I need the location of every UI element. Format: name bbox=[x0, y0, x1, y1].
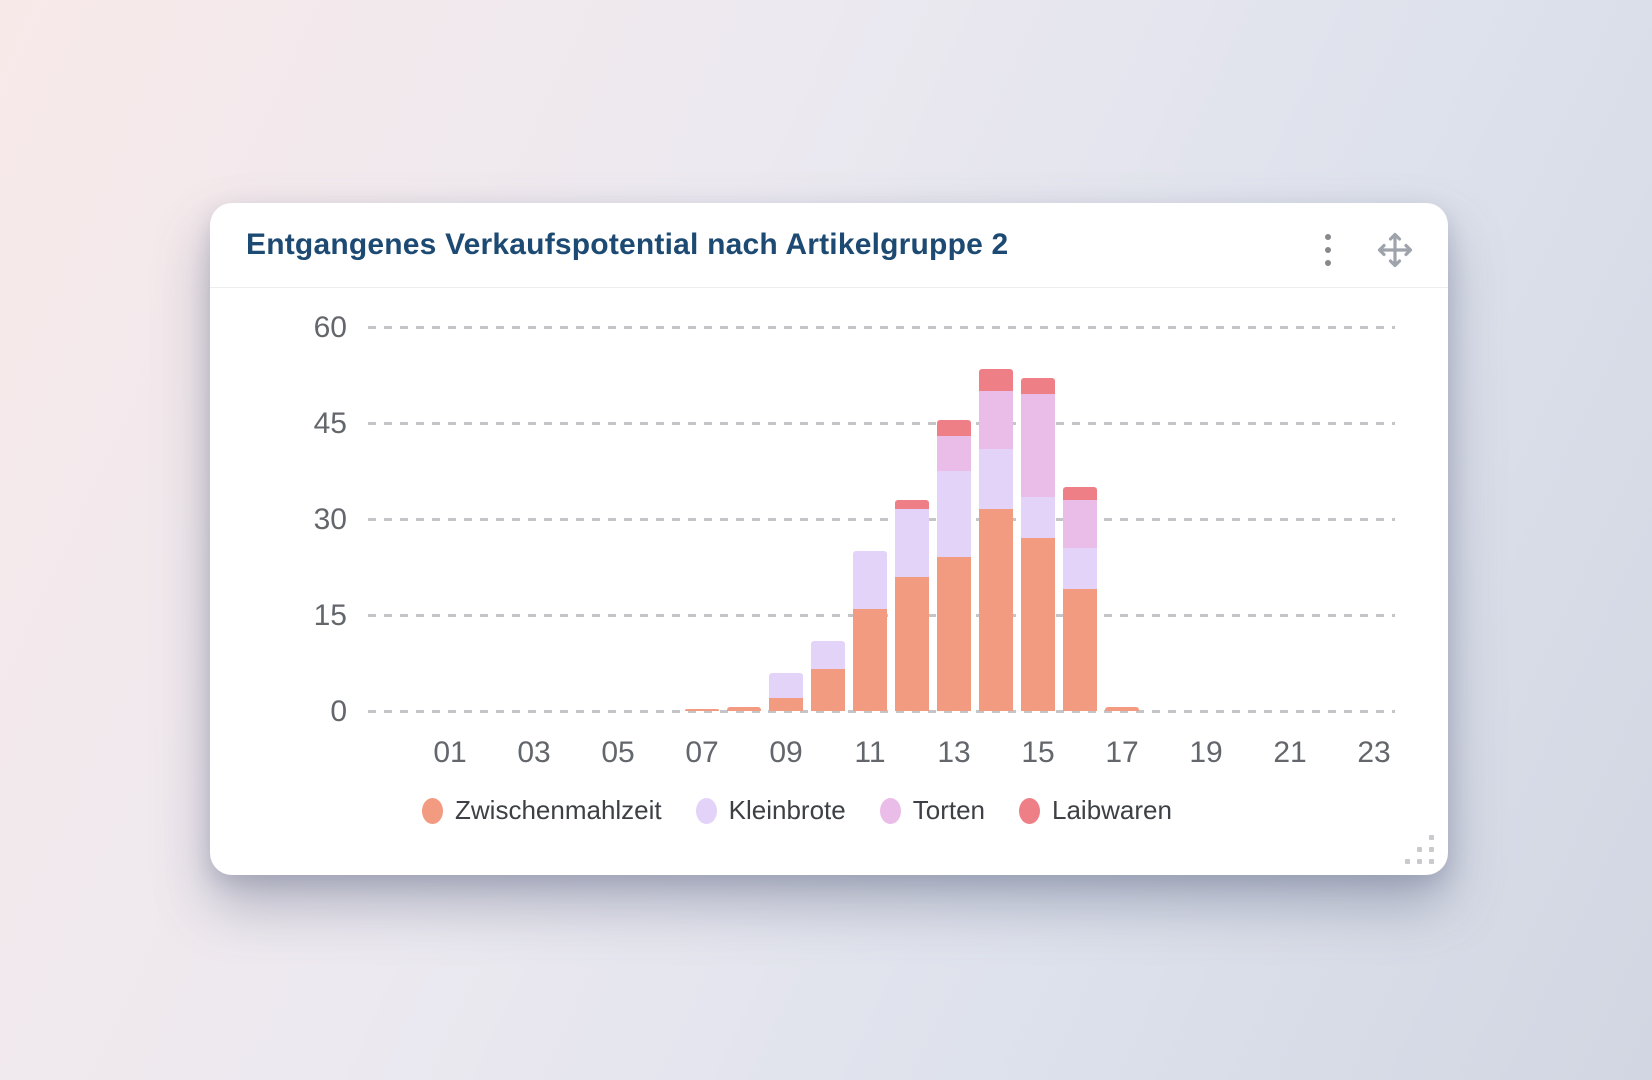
bar-11[interactable] bbox=[853, 551, 887, 711]
widget-header: Entgangenes Verkaufspotential nach Artik… bbox=[210, 203, 1448, 288]
resize-grip-icon[interactable] bbox=[1401, 831, 1437, 867]
bar-13[interactable] bbox=[937, 419, 971, 711]
bar-13-segment-kleinbrote[interactable] bbox=[937, 471, 971, 558]
bar-09-segment-zwischenmahlzeit[interactable] bbox=[769, 698, 803, 711]
bar-10[interactable] bbox=[811, 640, 845, 711]
h-gridline-30 bbox=[368, 517, 1395, 521]
bar-10-segment-zwischenmahlzeit[interactable] bbox=[811, 669, 845, 711]
legend-item-torten[interactable]: Torten bbox=[879, 795, 985, 826]
x-axis-label-15: 15 bbox=[1021, 736, 1055, 769]
bar-14-segment-zwischenmahlzeit[interactable] bbox=[979, 509, 1013, 711]
bar-13-segment-zwischenmahlzeit[interactable] bbox=[937, 557, 971, 711]
bar-16-segment-kleinbrote[interactable] bbox=[1063, 547, 1097, 590]
bar-14-segment-kleinbrote[interactable] bbox=[979, 448, 1013, 510]
bar-16-segment-laibwaren[interactable] bbox=[1063, 487, 1097, 500]
bar-12-segment-laibwaren[interactable] bbox=[895, 499, 929, 510]
x-axis-label-05: 05 bbox=[601, 736, 635, 769]
x-axis-label-11: 11 bbox=[854, 736, 886, 769]
legend-label-kleinbrote: Kleinbrote bbox=[728, 795, 846, 825]
bar-13-segment-torten[interactable] bbox=[937, 435, 971, 471]
chart-legend: Zwischenmahlzeit Kleinbrote Torten Laibware… bbox=[210, 795, 1384, 826]
bar-12[interactable] bbox=[895, 499, 929, 711]
bar-13-segment-laibwaren[interactable] bbox=[937, 419, 971, 436]
legend-item-zwischenmahlzeit[interactable]: Zwischenmahlzeit bbox=[422, 795, 662, 826]
y-axis-label-0: 0 bbox=[330, 695, 347, 728]
bar-15[interactable] bbox=[1021, 378, 1055, 711]
x-axis-label-07: 07 bbox=[685, 736, 719, 769]
bar-08[interactable] bbox=[727, 706, 761, 711]
h-gridline-45 bbox=[368, 421, 1395, 425]
y-axis-label-60: 60 bbox=[313, 311, 347, 344]
legend-item-kleinbrote[interactable]: Kleinbrote bbox=[695, 795, 846, 826]
h-gridline-60 bbox=[368, 325, 1395, 329]
bar-15-segment-kleinbrote[interactable] bbox=[1021, 496, 1055, 539]
widget-title: Entgangenes Verkaufspotential nach Artik… bbox=[246, 228, 1009, 261]
legend-dot-kleinbrote bbox=[695, 797, 717, 824]
bar-12-segment-kleinbrote[interactable] bbox=[895, 509, 929, 577]
bar-16[interactable] bbox=[1063, 487, 1097, 711]
bar-09[interactable] bbox=[769, 672, 803, 711]
bar-17[interactable] bbox=[1105, 707, 1139, 711]
chart-widget-card: Entgangenes Verkaufspotential nach Artik… bbox=[210, 203, 1448, 875]
bar-17-segment-zwischenmahlzeit[interactable] bbox=[1105, 707, 1139, 711]
x-axis-label-03: 03 bbox=[517, 736, 551, 769]
bar-14[interactable] bbox=[979, 368, 1013, 711]
legend-item-laibwaren[interactable]: Laibwaren bbox=[1019, 795, 1172, 826]
y-axis-label-45: 45 bbox=[313, 407, 347, 440]
bar-15-segment-torten[interactable] bbox=[1021, 394, 1055, 497]
bar-15-segment-zwischenmahlzeit[interactable] bbox=[1021, 538, 1055, 711]
bar-12-segment-zwischenmahlzeit[interactable] bbox=[895, 576, 929, 711]
legend-dot-laibwaren bbox=[1019, 797, 1040, 824]
x-axis-label-19: 19 bbox=[1189, 736, 1223, 769]
plot-area: 0 15 30 45 60 01 03 05 07 09 11 13 15 17 19 21 23 bbox=[210, 203, 1448, 875]
legend-label-zwischenmahlzeit: Zwischenmahlzeit bbox=[455, 795, 662, 825]
bar-16-segment-zwischenmahlzeit[interactable] bbox=[1063, 589, 1097, 711]
bar-16-segment-torten[interactable] bbox=[1063, 499, 1097, 548]
bar-15-segment-laibwaren[interactable] bbox=[1021, 378, 1055, 395]
bar-10-segment-kleinbrote[interactable] bbox=[811, 640, 845, 670]
bar-07[interactable] bbox=[685, 709, 719, 711]
h-gridline-0 bbox=[368, 709, 1395, 713]
legend-label-torten: Torten bbox=[912, 795, 985, 825]
bar-14-segment-torten[interactable] bbox=[979, 391, 1013, 449]
legend-dot-zwischenmahlzeit bbox=[422, 797, 444, 824]
bar-09-segment-kleinbrote[interactable] bbox=[769, 672, 803, 699]
bar-11-segment-zwischenmahlzeit[interactable] bbox=[853, 608, 887, 711]
kebab-menu-icon[interactable] bbox=[1313, 234, 1343, 266]
bar-07-segment-zwischenmahlzeit[interactable] bbox=[685, 709, 719, 711]
x-axis-label-23: 23 bbox=[1357, 736, 1391, 769]
bar-14-segment-laibwaren[interactable] bbox=[979, 368, 1013, 391]
x-axis-label-13: 13 bbox=[937, 736, 971, 769]
x-axis-label-21: 21 bbox=[1273, 736, 1307, 769]
move-icon[interactable] bbox=[1372, 227, 1418, 273]
bar-08-segment-zwischenmahlzeit[interactable] bbox=[727, 706, 761, 711]
x-axis-label-17: 17 bbox=[1105, 736, 1139, 769]
bar-11-segment-kleinbrote[interactable] bbox=[853, 551, 887, 609]
x-axis-label-01: 01 bbox=[433, 736, 467, 769]
y-axis-label-30: 30 bbox=[313, 503, 347, 536]
x-axis-label-09: 09 bbox=[769, 736, 803, 769]
legend-label-laibwaren: Laibwaren bbox=[1052, 795, 1172, 825]
legend-dot-torten bbox=[879, 797, 901, 824]
y-axis-label-15: 15 bbox=[313, 599, 347, 632]
